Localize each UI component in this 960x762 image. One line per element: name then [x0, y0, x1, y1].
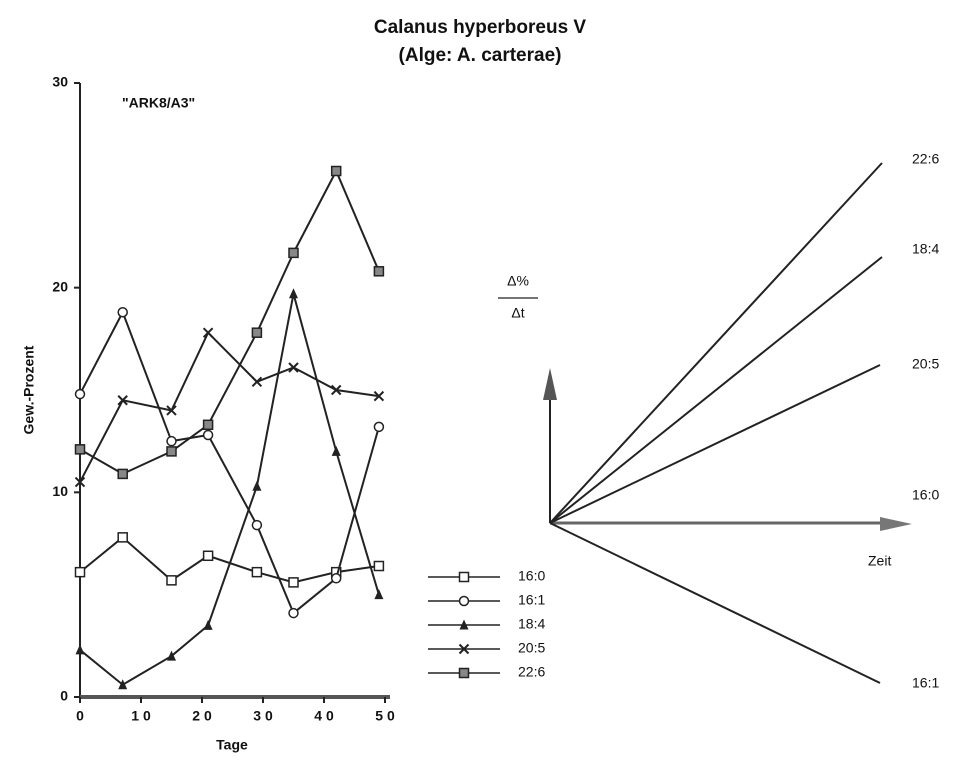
- series-line: [79, 168, 380, 476]
- legend-marker: [458, 667, 470, 679]
- marker: [203, 619, 213, 630]
- chart-title: Calanus hyperboreus V: [374, 17, 587, 38]
- annotation: "ARK8/A3": [122, 95, 195, 111]
- marker: [288, 577, 299, 588]
- marker: [252, 480, 262, 491]
- marker: [288, 362, 299, 373]
- trend-line: [549, 162, 883, 524]
- marker: [74, 444, 86, 455]
- marker: [251, 566, 263, 578]
- x-tick-label: 1 0: [131, 708, 151, 724]
- legend-label: 20:5: [518, 640, 545, 656]
- chart-subtitle: (Alge: A. carterae): [399, 45, 562, 66]
- legend-marker: [458, 571, 470, 583]
- marker: [166, 435, 177, 447]
- marker: [118, 679, 128, 690]
- legend-marker: [458, 595, 470, 607]
- marker: [373, 390, 385, 402]
- legend-label: 16:1: [518, 592, 545, 608]
- line-label: 16:0: [912, 487, 939, 503]
- x-axis-label: Tage: [216, 737, 248, 753]
- marker: [251, 327, 263, 338]
- series-line: [79, 536, 380, 584]
- series-line: [79, 293, 380, 686]
- marker: [330, 165, 342, 177]
- marker: [167, 650, 176, 661]
- marker: [374, 589, 384, 600]
- marker: [251, 376, 263, 388]
- marker: [74, 388, 86, 400]
- marker: [289, 288, 298, 299]
- marker: [166, 405, 177, 416]
- diagram-y-label: Δt: [511, 305, 524, 321]
- marker: [288, 247, 299, 259]
- marker: [331, 445, 341, 456]
- legend-marker: [458, 643, 470, 655]
- marker: [74, 476, 86, 488]
- marker: [117, 395, 128, 406]
- line-label: 20:5: [912, 356, 939, 372]
- marker: [202, 419, 214, 431]
- trend-line: [549, 364, 881, 524]
- marker: [288, 607, 299, 619]
- y-tick-label: 20: [52, 278, 68, 294]
- y-tick-label: 10: [52, 483, 68, 499]
- series-line: [79, 309, 380, 615]
- marker: [117, 306, 128, 318]
- line-label: 18:4: [912, 241, 939, 257]
- y-tick-label: 30: [52, 74, 68, 90]
- arrow-head: [543, 368, 557, 400]
- x-tick-label: 2 0: [192, 708, 212, 724]
- marker: [373, 266, 385, 277]
- legend-label: 22:6: [518, 664, 545, 680]
- marker: [74, 566, 86, 578]
- marker: [251, 519, 263, 531]
- series-line: [79, 330, 380, 483]
- diagram-y-label: Δ%: [507, 273, 529, 289]
- line-label: 22:6: [912, 151, 939, 167]
- legend-marker: [459, 619, 469, 630]
- legend-label: 16:0: [518, 568, 545, 584]
- marker: [202, 550, 214, 562]
- marker: [202, 327, 214, 338]
- diagram-x-label: Zeit: [868, 553, 891, 569]
- marker: [166, 446, 177, 457]
- trend-line: [549, 522, 881, 684]
- y-axis-label: Gew.-Prozent: [21, 345, 37, 434]
- y-tick-label: 0: [60, 688, 68, 704]
- marker: [330, 384, 342, 396]
- diagram: [498, 162, 912, 684]
- x-tick-label: 0: [76, 708, 84, 724]
- marker: [117, 532, 128, 543]
- marker: [373, 421, 385, 433]
- arrow-head: [880, 517, 912, 531]
- marker: [75, 644, 85, 655]
- legend-label: 18:4: [518, 616, 545, 632]
- x-tick-label: 4 0: [314, 708, 334, 724]
- marker: [202, 429, 214, 441]
- line-label: 16:1: [912, 675, 939, 691]
- marker: [117, 468, 128, 480]
- marker: [330, 573, 342, 584]
- trend-line: [549, 256, 883, 524]
- marker: [166, 575, 177, 586]
- x-tick-label: 5 0: [375, 708, 395, 724]
- x-tick-label: 3 0: [253, 708, 273, 724]
- marker: [373, 560, 385, 572]
